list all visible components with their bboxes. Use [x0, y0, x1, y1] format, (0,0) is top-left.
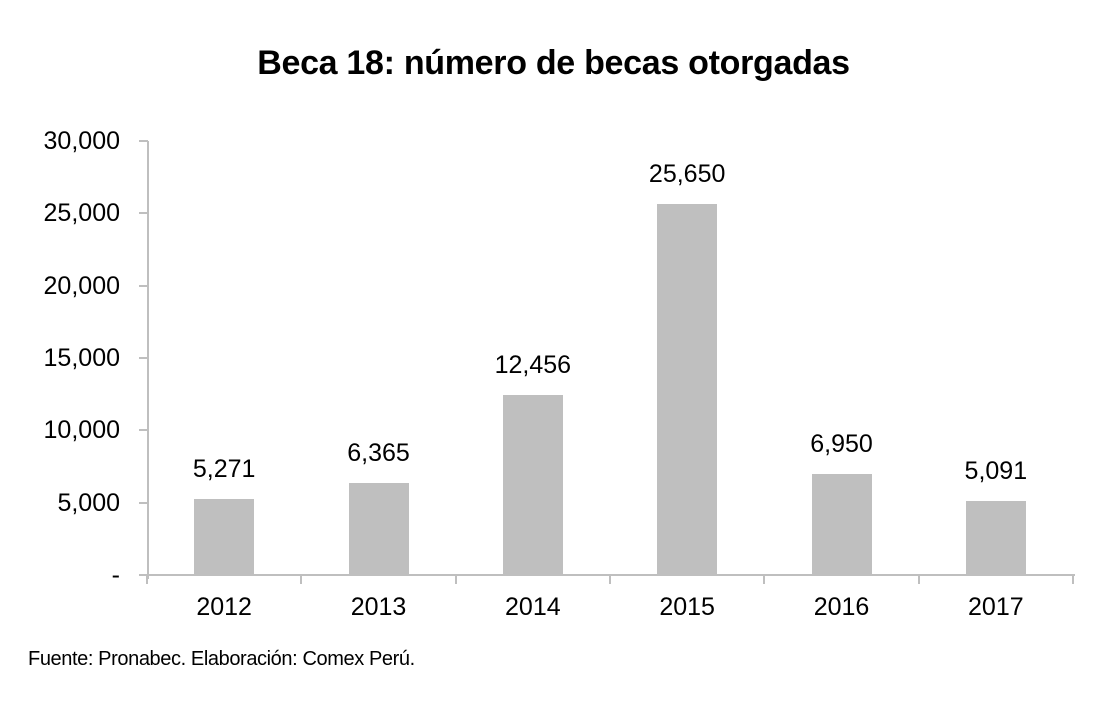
x-axis-line	[139, 574, 1075, 576]
chart-title: Beca 18: número de becas otorgadas	[257, 44, 850, 82]
data-label: 12,456	[494, 350, 572, 379]
y-tick-label: 25,000	[43, 199, 120, 228]
y-axis-line	[147, 141, 149, 579]
y-tick-mark	[139, 429, 148, 432]
y-tick-label: -	[111, 561, 120, 589]
data-label: 6,950	[810, 430, 873, 459]
bar-2013	[348, 482, 409, 575]
x-tick-label: 2013	[350, 593, 407, 621]
y-tick-label: 10,000	[43, 416, 120, 445]
x-tick-label: 2012	[196, 593, 252, 621]
x-tick-mark	[609, 574, 611, 584]
y-tick-label: 5,000	[57, 488, 120, 517]
x-tick-mark	[300, 574, 303, 584]
bar-2016	[811, 474, 872, 575]
x-tick-label: 2016	[813, 593, 870, 621]
y-tick-mark	[139, 501, 148, 504]
data-label: 5,091	[964, 457, 1028, 486]
bar-2015	[657, 203, 718, 575]
data-label: 6,365	[347, 438, 410, 467]
bar-2017	[965, 501, 1026, 575]
y-tick-mark	[139, 284, 148, 287]
y-tick-mark	[139, 140, 148, 142]
y-tick-mark	[139, 574, 148, 576]
x-tick-mark	[763, 574, 766, 584]
y-tick-label: 20,000	[43, 271, 120, 300]
y-tick-mark	[139, 212, 148, 215]
x-tick-mark	[454, 574, 457, 584]
source-note: Fuente: Pronabec. Elaboración: Comex Per…	[28, 648, 415, 670]
x-tick-mark	[917, 574, 920, 584]
y-tick-mark	[139, 357, 148, 359]
x-tick-label: 2017	[968, 593, 1024, 621]
x-tick-label: 2015	[659, 593, 715, 621]
bar-2014	[502, 394, 563, 575]
y-tick-label: 30,000	[43, 127, 120, 155]
y-tick-label: 15,000	[43, 344, 120, 372]
x-tick-label: 2014	[505, 593, 561, 621]
data-label: 25,650	[648, 159, 726, 188]
x-tick-mark	[146, 574, 148, 584]
x-tick-mark	[1072, 574, 1074, 584]
data-label: 5,271	[192, 454, 256, 483]
bar-2012	[194, 498, 255, 575]
